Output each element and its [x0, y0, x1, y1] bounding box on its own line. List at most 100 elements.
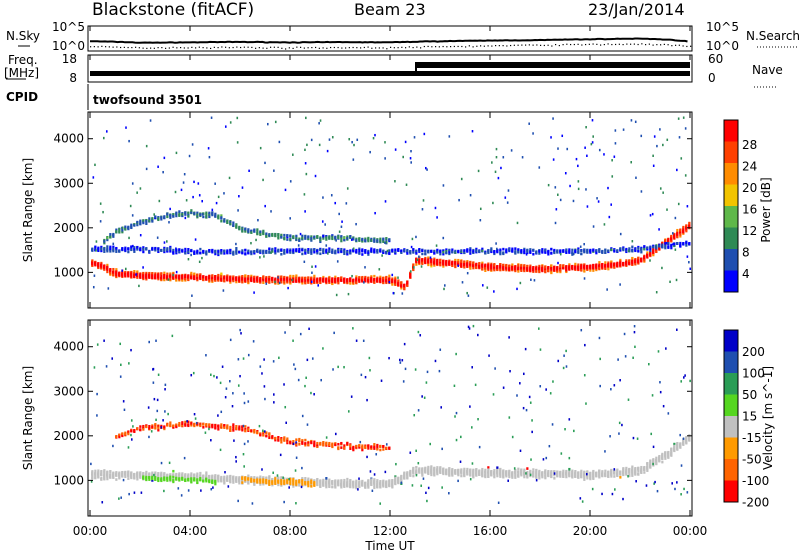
- noise-search-point: [390, 46, 392, 48]
- range-cell: [559, 269, 562, 272]
- range-cell: [217, 252, 220, 255]
- range-cell: [259, 233, 262, 236]
- range-cell: [270, 210, 272, 213]
- range-cell: [391, 280, 394, 284]
- range-cell: [169, 247, 172, 250]
- range-cell: [478, 266, 481, 269]
- range-cell: [547, 183, 550, 187]
- range-cell: [283, 248, 286, 252]
- range-cell: [598, 261, 601, 264]
- range-cell: [559, 249, 562, 252]
- range-cell: [554, 221, 557, 225]
- range-cell: [178, 210, 181, 213]
- range-cell: [193, 250, 196, 253]
- range-cell: [160, 272, 163, 275]
- range-cell: [627, 249, 630, 253]
- range-cell: [521, 156, 524, 159]
- range-cell: [130, 225, 133, 229]
- noise-search-point: [506, 45, 508, 47]
- range-cell: [184, 277, 187, 281]
- range-cell: [355, 483, 358, 487]
- range-cell: [163, 241, 166, 244]
- range-cell: [572, 199, 575, 203]
- range-cell: [607, 264, 610, 268]
- range-cell: [631, 240, 634, 243]
- range-cell: [91, 474, 94, 477]
- range-cell: [358, 248, 361, 252]
- range-cell: [319, 236, 322, 240]
- range-cell: [523, 269, 526, 273]
- range-cell: [135, 273, 137, 276]
- range-cell: [532, 252, 535, 256]
- range-cell: [214, 475, 217, 479]
- noise-search-point: [603, 43, 605, 46]
- range-cell: [187, 211, 190, 215]
- range-cell: [439, 263, 442, 267]
- range-cell: [106, 238, 109, 242]
- range-cell: [262, 276, 265, 279]
- range-cell: [295, 236, 298, 240]
- range-cell: [187, 213, 190, 217]
- range-cell: [583, 250, 586, 254]
- range-cell: [675, 278, 678, 282]
- noise-search-point: [495, 44, 497, 47]
- range-cell: [121, 273, 124, 277]
- range-cell: [338, 212, 340, 216]
- range-cell: [172, 477, 175, 481]
- noise-search-point: [686, 45, 688, 48]
- noise-search-point: [498, 45, 500, 47]
- range-cell: [250, 274, 253, 278]
- noise-search-point: [266, 47, 268, 49]
- range-cell: [322, 277, 325, 281]
- range-cell: [172, 213, 175, 216]
- range-cell: [205, 213, 208, 216]
- range-cell: [262, 281, 265, 285]
- range-cell: [229, 474, 232, 478]
- range-cell: [391, 283, 394, 286]
- range-cell: [178, 473, 181, 476]
- range-cell: [541, 251, 544, 254]
- range-cell: [103, 248, 106, 251]
- range-cell: [133, 246, 136, 249]
- range-cell: [376, 482, 379, 486]
- range-cell: [139, 219, 142, 223]
- range-cell: [682, 242, 685, 245]
- range-cell: [325, 279, 328, 283]
- range-cell: [424, 252, 427, 256]
- noise-search-point: [626, 43, 628, 45]
- noise-search-point: [112, 46, 114, 48]
- range-cell: [673, 236, 676, 239]
- range-cell: [253, 275, 256, 279]
- noise-tick-high-left: 10^5: [52, 20, 85, 34]
- range-cell: [481, 247, 484, 251]
- noise-search-point: [348, 47, 350, 49]
- range-cell: [130, 275, 133, 278]
- range-cell: [355, 481, 358, 484]
- colorbar-tick-label: 8: [742, 246, 750, 260]
- range-cell: [682, 230, 685, 234]
- range-cell: [367, 486, 370, 489]
- range-cell: [124, 228, 127, 231]
- range-cell: [292, 485, 295, 488]
- range-cell: [160, 472, 163, 476]
- range-cell: [190, 474, 193, 478]
- range-cell: [550, 264, 553, 267]
- range-cell: [201, 213, 204, 216]
- range-cell: [127, 471, 130, 475]
- range-cell: [529, 250, 532, 253]
- noise-search-point: [285, 48, 287, 50]
- range-cell: [184, 213, 187, 216]
- range-cell: [634, 247, 637, 250]
- range-cell: [529, 266, 532, 270]
- range-cell: [232, 481, 235, 484]
- range-cell: [328, 247, 331, 250]
- range-cell: [361, 279, 364, 283]
- range-cell: [688, 261, 690, 264]
- range-cell: [634, 120, 637, 124]
- range-cell: [127, 274, 130, 278]
- range-cell: [352, 158, 355, 161]
- range-cell: [220, 214, 223, 217]
- nave-label: Nave: [752, 63, 783, 77]
- range-cell: [631, 262, 634, 265]
- range-cell: [517, 250, 520, 254]
